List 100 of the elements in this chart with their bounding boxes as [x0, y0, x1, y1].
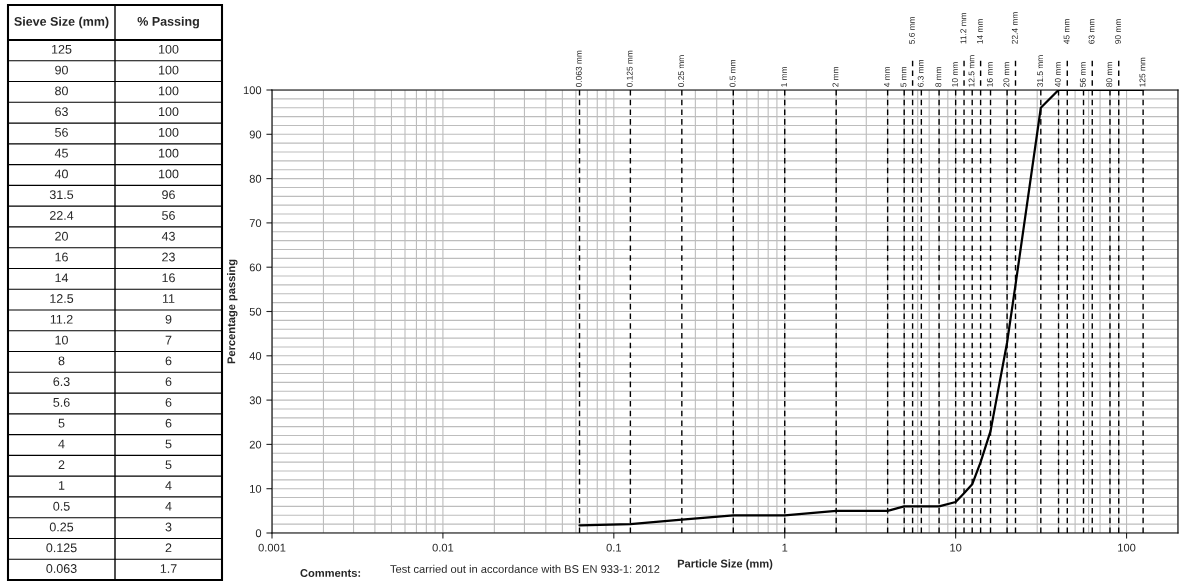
- ref-line-label: 56 mm: [1079, 62, 1086, 87]
- ref-line-label: 6.3 mm: [917, 59, 924, 87]
- y-tick-label: 60: [249, 263, 262, 272]
- ref-line-label: 5 mm: [900, 66, 907, 87]
- text: 16: [55, 252, 68, 262]
- text: 100: [159, 44, 179, 54]
- ref-line-label: 0.5 mm: [729, 59, 736, 87]
- x-tick-label: 0.01: [432, 543, 454, 552]
- text: 100: [159, 65, 179, 75]
- y-tick-label: 90: [249, 130, 262, 139]
- ref-line-label: 0.125 mm: [626, 50, 633, 87]
- text: 6: [165, 397, 172, 407]
- text: 12.5: [50, 294, 74, 303]
- x-tick-label: 0.1: [606, 543, 621, 552]
- ref-line-label: 20 mm: [1003, 62, 1010, 87]
- text: 63: [55, 107, 68, 117]
- text: 6: [165, 356, 172, 366]
- text: 40: [54, 169, 68, 179]
- ref-line-label: 63 mm: [1088, 19, 1095, 44]
- ref-line-label: 5.6 mm: [908, 16, 915, 44]
- ref-line-label: 4 mm: [884, 66, 890, 88]
- y-tick-label: 30: [249, 396, 262, 405]
- text: Sieve Size (mm): [14, 16, 109, 29]
- ref-line-label: 12.5 mm: [968, 55, 975, 87]
- text: 10: [55, 335, 68, 345]
- text: 45: [54, 148, 68, 158]
- text: 9: [165, 314, 172, 324]
- y-tick-label: 80: [249, 174, 262, 183]
- text: 16: [162, 273, 175, 283]
- ref-line-label: 22.4 mm: [1011, 12, 1018, 44]
- text: 125: [52, 44, 72, 54]
- text: 6.3: [53, 377, 70, 387]
- text: 0.063: [46, 564, 77, 573]
- text: 56: [55, 127, 68, 137]
- ref-line-label: 14 mm: [977, 19, 983, 44]
- y-tick-label: 40: [249, 352, 262, 360]
- text: 100: [159, 169, 179, 179]
- ref-line-label: 10 mm: [951, 62, 958, 87]
- text: 1: [58, 481, 65, 490]
- text: 20: [55, 231, 68, 241]
- text: 90: [55, 65, 68, 75]
- text: 100: [159, 148, 179, 158]
- x-tick-label: 0.001: [258, 543, 286, 552]
- text: 0.5: [53, 501, 70, 511]
- text: 14: [55, 273, 69, 283]
- text: 100: [159, 107, 179, 117]
- text: 43: [161, 231, 175, 241]
- text: 5.6: [53, 397, 70, 407]
- y-tick-label: 0: [255, 529, 262, 538]
- text: 4: [165, 501, 172, 511]
- x-tick-label: 10: [950, 543, 962, 552]
- y-tick-label: 50: [249, 307, 262, 316]
- text: 7: [165, 335, 172, 345]
- ref-line-label: 45 mm: [1063, 19, 1070, 44]
- x-tick-label: 1: [782, 543, 788, 552]
- text: 96: [162, 190, 175, 200]
- y-axis-title: Percentage passing: [227, 259, 238, 364]
- text: 11.2: [50, 314, 73, 324]
- text: 56: [162, 211, 175, 220]
- y-tick-label: 70: [249, 219, 262, 228]
- text: Comments:: [300, 569, 361, 577]
- text: 80: [55, 86, 68, 96]
- text: 100: [159, 86, 179, 96]
- text: Test carried out in accordance with BS EN 933-1: 2012: [390, 564, 660, 573]
- x-tick-label: 100: [1118, 543, 1136, 552]
- ref-line-label: 80 mm: [1106, 62, 1113, 87]
- text: 6: [165, 418, 172, 428]
- text: 2: [165, 543, 172, 553]
- ref-line-label: 16 mm: [986, 62, 993, 87]
- ref-line-label: 1 mm: [781, 66, 787, 87]
- ref-line-label: 2 mm: [832, 66, 839, 87]
- ref-line-label: 11.2 mm: [960, 12, 967, 44]
- y-tick-label: 20: [249, 440, 262, 449]
- text: 5: [165, 460, 172, 470]
- text: 22.4: [49, 211, 74, 220]
- ref-line-label: 90 mm: [1115, 19, 1121, 44]
- text: 0.25: [49, 522, 74, 532]
- ref-line-label: 0.063 mm: [575, 50, 582, 87]
- text: 100: [159, 127, 179, 137]
- text: 2: [58, 460, 65, 469]
- y-tick-label: 10: [250, 484, 262, 493]
- text: 5: [58, 418, 65, 428]
- ref-line-label: 8 mm: [935, 66, 942, 87]
- ref-line-label: 31.5 mm: [1037, 55, 1044, 87]
- text: 23: [162, 252, 175, 262]
- text: % Passing: [137, 16, 199, 29]
- x-axis-title: Particle Size (mm): [677, 559, 773, 570]
- text: 1.7: [160, 564, 177, 573]
- ref-line-label: 0.25 mm: [678, 55, 685, 87]
- y-tick-label: 100: [243, 86, 262, 95]
- text: 8: [58, 356, 65, 366]
- text: 11: [162, 294, 175, 303]
- text: 0.125: [46, 543, 77, 553]
- text: 4: [165, 481, 172, 490]
- text: 6: [165, 377, 172, 387]
- text: 31.5: [49, 190, 74, 200]
- ref-line-label: 125 mm: [1139, 57, 1146, 87]
- ref-line-label: 40 mm: [1054, 62, 1061, 88]
- text: 4: [58, 439, 65, 449]
- text: 5: [165, 439, 172, 449]
